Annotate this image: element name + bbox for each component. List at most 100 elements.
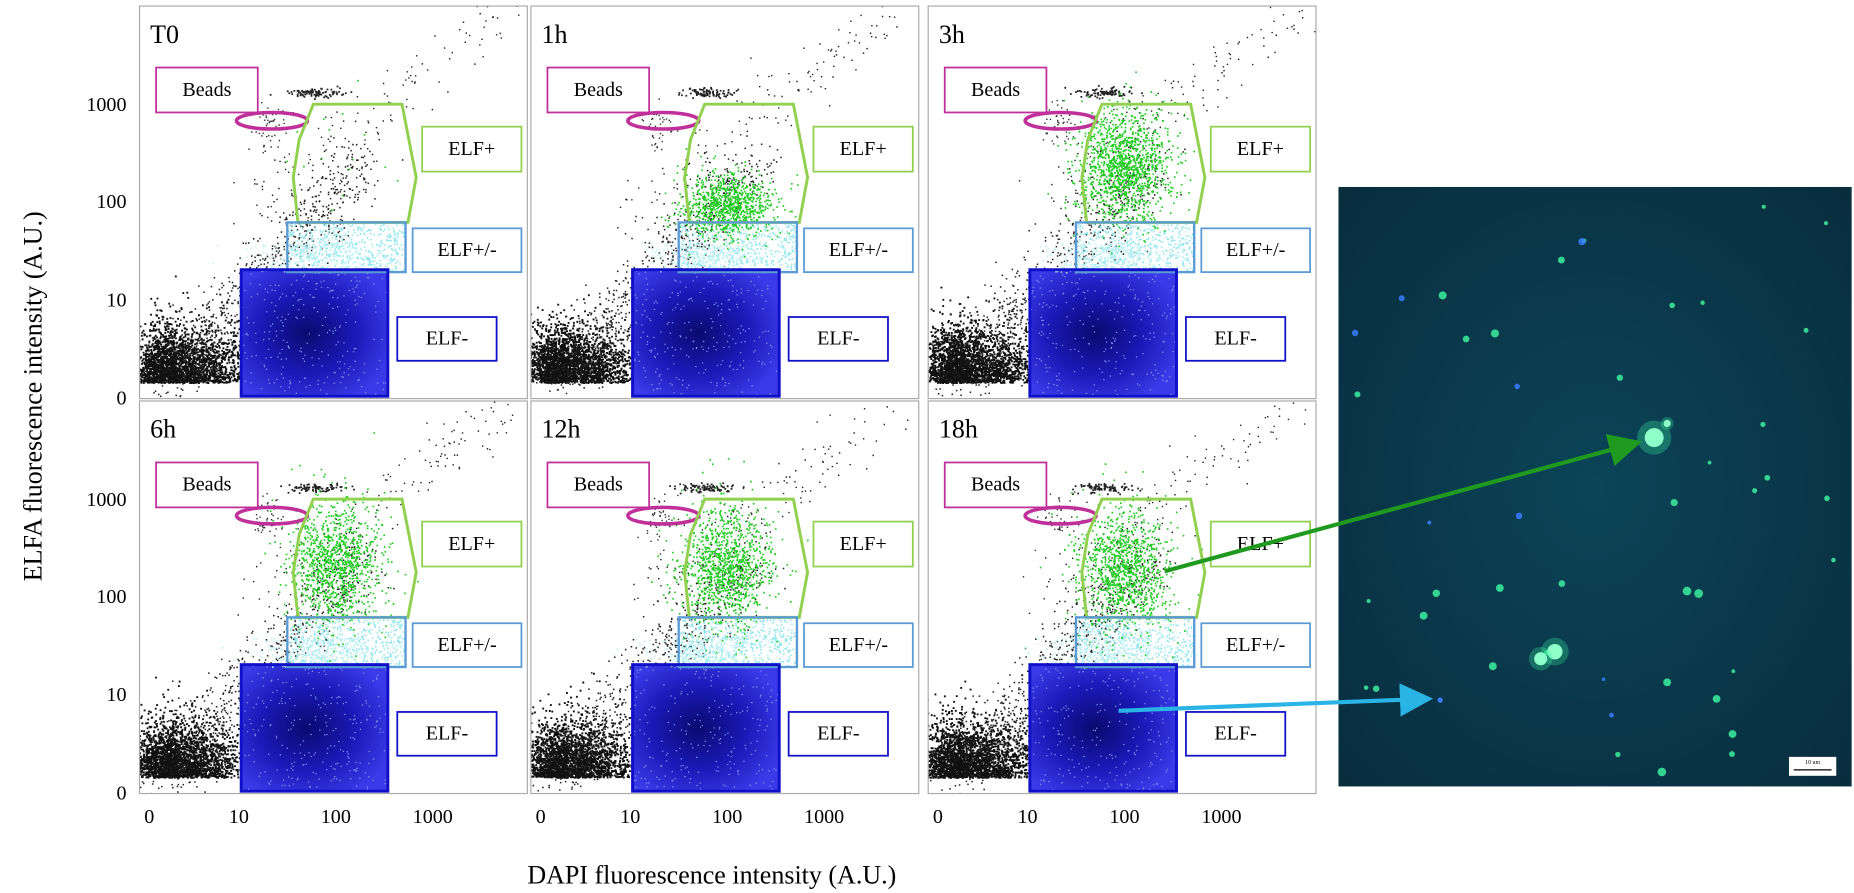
- bacterium: [1831, 557, 1836, 563]
- elf-neg-population: [632, 664, 780, 792]
- panel-border: [927, 5, 1317, 400]
- y-tick-label: 100: [96, 586, 126, 608]
- bacterium: [1728, 730, 1737, 738]
- gate-label-box: [546, 66, 651, 114]
- gate-label-box: [396, 711, 498, 757]
- gate-label: Beads: [182, 79, 231, 101]
- dot-cloud: [141, 120, 404, 399]
- elf-mid-gate: [677, 616, 799, 669]
- gate-label-box: [421, 520, 523, 568]
- gate-label-box: [546, 461, 651, 509]
- dot-cloud: [1024, 637, 1209, 669]
- bacterium: [1419, 611, 1428, 620]
- dot-cloud: [1037, 99, 1076, 145]
- gate-label: Beads: [574, 79, 623, 101]
- bacterium: [1547, 643, 1563, 660]
- y-tick-label: 10: [106, 289, 126, 311]
- elf-neg-population: [1029, 269, 1177, 397]
- dot-plot: [928, 402, 1307, 794]
- gate-label: ELF-: [817, 723, 859, 745]
- y-tick-label: 1000: [86, 489, 126, 511]
- gate-label: Beads: [182, 474, 231, 496]
- elf-neg-population: [632, 269, 780, 397]
- bacterium: [1427, 520, 1432, 525]
- x-tick-label: 1000: [413, 806, 453, 828]
- bacterium: [1764, 474, 1771, 481]
- dot-cloud: [651, 458, 815, 667]
- panel-border: [138, 400, 528, 795]
- dot-cloud: [280, 482, 355, 495]
- dot-plot: [139, 6, 520, 399]
- dot-cloud: [660, 148, 799, 258]
- bacterium: [1669, 302, 1675, 309]
- bacterium: [1707, 460, 1712, 465]
- y-tick-label: 0: [116, 387, 126, 409]
- elf-neg-population: [241, 664, 388, 792]
- micro-spots: [1351, 204, 1836, 777]
- gate-label-box: [1200, 622, 1311, 668]
- dot-plot: [530, 6, 898, 398]
- gate-label-box: [803, 227, 914, 273]
- bacterium: [1514, 383, 1520, 390]
- flow-panel: Beads ELF+ ELF+/- ELF- T0: [138, 5, 528, 400]
- elf-mid-gate: [286, 616, 407, 669]
- bacterium: [1437, 697, 1443, 703]
- gate-label: ELF+/-: [1226, 239, 1285, 261]
- bacterium: [1824, 495, 1830, 502]
- gate-label-box: [787, 316, 889, 362]
- gate-label: ELF+: [448, 138, 495, 160]
- dot-cloud: [678, 222, 799, 274]
- gate-label-box: [812, 520, 914, 568]
- gate-label-box: [1185, 711, 1287, 757]
- y-tick-label: 100: [96, 191, 126, 213]
- bacterium: [1644, 428, 1664, 448]
- gate-label: ELF+: [840, 138, 887, 160]
- bacterium: [1351, 329, 1359, 337]
- dot-cloud: [1064, 84, 1143, 103]
- gate-label: ELF-: [1214, 328, 1256, 350]
- elf-mid-gate: [286, 221, 407, 274]
- y-tick-label: 0: [116, 782, 126, 804]
- panel-label: 1h: [542, 20, 568, 49]
- bacterium: [1354, 391, 1361, 398]
- x-tick-label: 10: [1017, 806, 1037, 828]
- dot-cloud: [633, 406, 909, 606]
- panel-label: 6h: [150, 415, 176, 444]
- gate-label-box: [787, 711, 889, 757]
- gate-label-box: [411, 227, 523, 273]
- arrow-elf-pos: [1164, 434, 1643, 574]
- dot-cloud: [139, 275, 282, 384]
- panel-border: [530, 5, 920, 400]
- x-tick-label: 1000: [804, 806, 844, 828]
- panel-border: [927, 400, 1317, 795]
- dot-cloud: [669, 482, 745, 495]
- bacterium: [1803, 327, 1809, 333]
- elf-neg-population: [1029, 664, 1177, 792]
- dot-cloud: [212, 242, 389, 274]
- gate-label-box: [803, 622, 914, 668]
- elf-neg-gate: [239, 268, 390, 398]
- x-tick-label: 100: [712, 806, 742, 828]
- y-tick-label: 10: [106, 684, 126, 706]
- dot-cloud: [248, 492, 284, 549]
- panel-label: 12h: [542, 415, 581, 444]
- dot-cloud: [928, 286, 1097, 384]
- scale-bar-label: 10 um: [1805, 760, 1820, 766]
- dot-cloud: [612, 637, 796, 669]
- dot-plot: [139, 401, 514, 794]
- bacterium: [1363, 685, 1369, 690]
- x-tick-label: 0: [536, 806, 546, 828]
- gate-label-box: [411, 622, 523, 668]
- gate-label: ELF+/-: [829, 634, 888, 656]
- elf-neg-population: [241, 269, 388, 397]
- elf-neg-gate: [631, 663, 781, 793]
- gate-label-box: [943, 461, 1048, 509]
- bacterium: [1694, 589, 1703, 598]
- gate-label: Beads: [574, 474, 623, 496]
- x-tick-label: 0: [144, 806, 154, 828]
- gate-label-box: [155, 461, 259, 509]
- elf-neg-gate: [1028, 663, 1178, 793]
- panel-border: [138, 5, 528, 400]
- bacterium: [1372, 685, 1380, 692]
